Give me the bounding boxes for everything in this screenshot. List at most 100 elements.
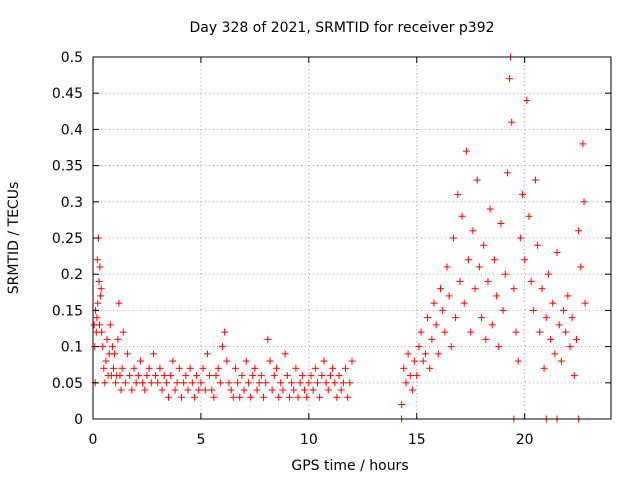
data-point: [106, 321, 114, 329]
data-point: [145, 364, 153, 372]
data-point: [236, 393, 244, 401]
data-point: [206, 372, 214, 380]
data-point: [555, 321, 563, 329]
x-axis-label: GPS time / hours: [291, 458, 408, 474]
data-point: [203, 350, 211, 358]
data-point: [408, 386, 416, 394]
data-point: [139, 379, 147, 387]
data-point: [424, 314, 432, 322]
y-tick-label: 0.15: [52, 303, 83, 319]
x-tick-label: 5: [196, 432, 205, 448]
data-point: [116, 372, 124, 380]
data-point: [542, 314, 550, 322]
data-point: [124, 350, 132, 358]
data-point: [298, 372, 306, 380]
data-point: [536, 328, 544, 336]
data-point: [167, 372, 175, 380]
data-point: [114, 335, 122, 343]
data-point: [208, 386, 216, 394]
data-point: [529, 306, 537, 314]
data-point: [154, 379, 162, 387]
y-tick-label: 0: [74, 412, 83, 428]
data-point: [234, 379, 242, 387]
data-point: [447, 343, 455, 351]
data-point: [313, 379, 321, 387]
data-point: [413, 372, 421, 380]
data-point: [458, 212, 466, 220]
data-point: [225, 379, 233, 387]
data-point: [501, 270, 509, 278]
y-tick-label: 0.5: [61, 50, 83, 66]
data-point: [404, 350, 412, 358]
data-point: [527, 277, 535, 285]
data-point: [580, 198, 588, 206]
data-point: [149, 350, 157, 358]
ticks: [92, 56, 611, 420]
data-point: [93, 314, 101, 322]
data-point: [434, 350, 442, 358]
data-point: [519, 191, 527, 199]
data-point: [264, 335, 272, 343]
data-point: [318, 372, 326, 380]
data-point: [488, 321, 496, 329]
data-point: [309, 386, 317, 394]
data-point: [484, 277, 492, 285]
y-tick-label: 0.25: [52, 231, 83, 247]
y-tick-label: 0.3: [61, 195, 83, 211]
data-point: [255, 379, 263, 387]
data-point: [316, 393, 324, 401]
data-point: [279, 386, 287, 394]
data-point: [326, 372, 334, 380]
data-point: [249, 372, 257, 380]
data-point: [126, 372, 134, 380]
data-point: [111, 350, 119, 358]
y-tick-label: 0.1: [61, 340, 83, 356]
data-point: [575, 227, 583, 235]
data-points: [90, 53, 589, 423]
data-point: [581, 299, 589, 307]
data-point: [301, 386, 309, 394]
data-point: [406, 372, 414, 380]
x-tick-label: 0: [89, 432, 98, 448]
data-point: [177, 393, 185, 401]
data-point: [544, 270, 552, 278]
data-point: [292, 364, 300, 372]
data-point: [97, 292, 105, 300]
data-point: [402, 379, 410, 387]
data-point: [175, 364, 183, 372]
data-point: [117, 386, 125, 394]
data-point: [119, 328, 127, 336]
data-point: [180, 379, 188, 387]
data-point: [184, 386, 192, 394]
data-point: [93, 256, 101, 264]
data-point: [538, 285, 546, 293]
data-point: [307, 372, 315, 380]
data-point: [99, 343, 107, 351]
data-point: [195, 386, 203, 394]
data-point: [547, 335, 555, 343]
data-point: [557, 357, 565, 365]
data-point: [572, 335, 580, 343]
data-point: [216, 379, 224, 387]
y-tick-label: 0.05: [52, 376, 83, 392]
data-point: [525, 212, 533, 220]
data-point: [337, 386, 345, 394]
data-point: [486, 205, 494, 213]
data-point: [335, 372, 343, 380]
data-point: [311, 364, 319, 372]
data-point: [223, 357, 231, 365]
data-point: [103, 335, 111, 343]
data-point: [186, 364, 194, 372]
data-point: [96, 263, 104, 271]
data-point: [570, 372, 578, 380]
data-point: [553, 248, 561, 256]
data-point: [516, 234, 524, 242]
y-tick-label: 0.2: [61, 267, 83, 283]
data-point: [266, 357, 274, 365]
data-point: [152, 372, 160, 380]
data-point: [514, 357, 522, 365]
data-point: [508, 118, 516, 126]
data-point: [568, 314, 576, 322]
data-point: [560, 306, 568, 314]
data-point: [272, 364, 280, 372]
